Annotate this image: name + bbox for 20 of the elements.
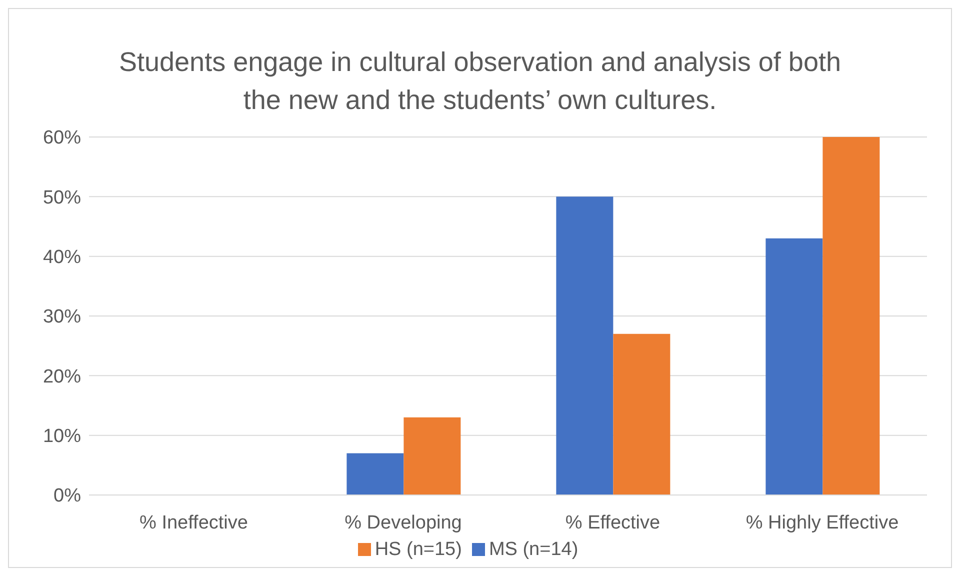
bar xyxy=(404,417,461,495)
bar xyxy=(346,453,404,495)
x-tick-label: % Ineffective xyxy=(140,512,248,534)
y-tick-label: 40% xyxy=(42,247,82,268)
y-tick-label: 10% xyxy=(42,426,82,448)
legend-label: MS (n=14) xyxy=(488,539,578,560)
x-tick-label: % Highly Effective xyxy=(746,512,899,534)
legend-label: HS (n=15) xyxy=(374,539,462,560)
y-tick-label: 60% xyxy=(42,128,82,149)
chart-title: Students engage in cultural observation and analysis of both the new and the students’ own cultures. xyxy=(118,46,842,117)
y-tick-label: 50% xyxy=(42,187,82,208)
bar xyxy=(613,334,670,495)
y-tick-label: 30% xyxy=(42,306,82,328)
y-tick-label: 20% xyxy=(42,366,82,388)
x-tick-label: % Developing xyxy=(344,512,462,534)
bar xyxy=(766,238,823,495)
bar xyxy=(556,196,614,495)
x-tick-label: % Effective xyxy=(565,512,660,534)
bar xyxy=(822,137,880,495)
y-tick-label: 0% xyxy=(54,486,82,507)
